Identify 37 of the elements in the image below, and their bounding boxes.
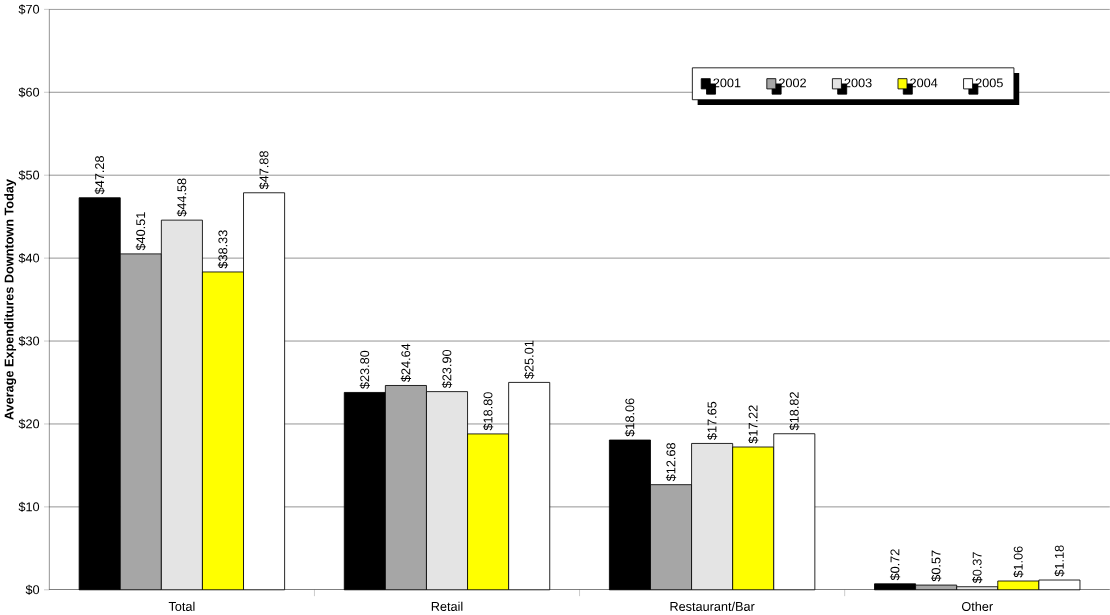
y-tick-label: $40 [18, 252, 40, 264]
y-tick-label: $30 [18, 335, 40, 347]
legend-label: 2004 [910, 78, 938, 88]
data-label: $0.72 [889, 549, 901, 581]
data-label: $0.37 [972, 552, 983, 584]
legend-label: 2003 [844, 78, 872, 88]
x-tick-label: Restaurant/Bar [670, 601, 755, 611]
data-label: $18.06 [624, 398, 636, 437]
data-label: $18.80 [482, 392, 494, 431]
y-tick-label: $50 [18, 169, 40, 181]
y-tick-label: $20 [18, 418, 40, 429]
data-label: $1.18 [1054, 545, 1065, 577]
x-tick-label: Other [961, 601, 993, 611]
data-label: $38.33 [217, 230, 229, 269]
legend-label: 2001 [713, 78, 741, 88]
data-label: $40.51 [135, 212, 146, 251]
y-tick-label: $0 [25, 584, 40, 595]
y-tick-label: $10 [18, 501, 40, 512]
y-tick-label: $60 [18, 87, 40, 98]
data-label: $23.90 [441, 349, 453, 389]
data-label: $0.57 [931, 550, 942, 582]
x-tick-label: Retail [431, 601, 463, 611]
data-label: $25.01 [524, 340, 535, 379]
data-label: $17.22 [748, 405, 759, 444]
x-tick-label: Total [168, 601, 195, 611]
data-label: $47.28 [94, 156, 105, 195]
data-label: $23.80 [359, 350, 370, 389]
data-label: $18.82 [789, 392, 800, 431]
legend-label: 2005 [975, 78, 1003, 88]
data-label: $12.68 [665, 442, 677, 482]
data-label: $17.65 [706, 401, 718, 440]
y-tick-label: $70 [18, 4, 40, 15]
y-axis-title: Average Expenditures Downtown Today [4, 178, 17, 420]
data-label: $47.88 [258, 151, 270, 190]
data-label: $44.58 [176, 178, 188, 217]
data-label: $24.64 [400, 343, 412, 382]
data-label: $1.06 [1013, 546, 1024, 578]
